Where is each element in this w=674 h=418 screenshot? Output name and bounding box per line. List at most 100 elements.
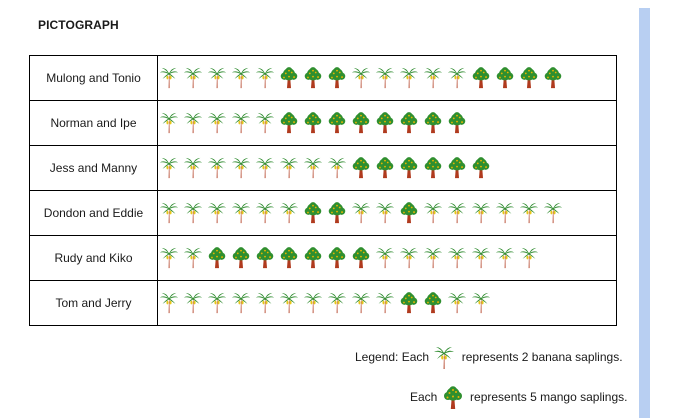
banana-tree-icon (182, 292, 204, 314)
banana-tree-icon (494, 247, 516, 269)
banana-tree-icon (206, 202, 228, 224)
banana-tree-icon (182, 67, 204, 89)
banana-tree-icon (158, 112, 180, 134)
table-row: Jess and Manny (29, 145, 617, 191)
banana-tree-icon (158, 67, 180, 89)
banana-tree-icon (158, 202, 180, 224)
banana-tree-icon (278, 157, 300, 179)
table-row: Dondon and Eddie (29, 190, 617, 236)
banana-tree-icon (230, 202, 252, 224)
mango-tree-icon (254, 247, 276, 269)
mango-tree-icon (446, 157, 468, 179)
row-label: Jess and Manny (29, 145, 158, 191)
banana-tree-icon (230, 67, 252, 89)
table-row: Mulong and Tonio (29, 55, 617, 101)
banana-tree-icon (302, 292, 324, 314)
legend-banana: Legend: Each represents 2 banana sapling… (355, 346, 623, 370)
banana-tree-icon (158, 292, 180, 314)
banana-tree-icon (542, 202, 564, 224)
banana-tree-icon (182, 112, 204, 134)
banana-tree-icon (374, 247, 396, 269)
mango-tree-icon (446, 112, 468, 134)
banana-tree-icon (278, 202, 300, 224)
legend-mango-prefix: Each (410, 390, 438, 405)
mango-tree-icon (518, 67, 540, 89)
banana-tree-icon (206, 67, 228, 89)
scrollbar-track[interactable] (639, 8, 650, 418)
mango-tree-icon (374, 112, 396, 134)
legend-banana-prefix: Legend: Each (355, 350, 430, 365)
banana-tree-icon (446, 292, 468, 314)
banana-tree-icon (422, 202, 444, 224)
mango-tree-icon (326, 202, 348, 224)
banana-tree-icon (446, 247, 468, 269)
banana-tree-icon (206, 112, 228, 134)
banana-tree-icon (432, 346, 456, 370)
banana-tree-icon (350, 202, 372, 224)
row-icons (157, 100, 617, 146)
mango-tree-icon (441, 386, 465, 410)
mango-tree-icon (494, 67, 516, 89)
banana-tree-icon (374, 202, 396, 224)
banana-tree-icon (446, 67, 468, 89)
mango-tree-icon (470, 67, 492, 89)
row-label: Tom and Jerry (29, 280, 158, 326)
banana-tree-icon (254, 67, 276, 89)
row-icons (157, 280, 617, 326)
banana-tree-icon (158, 157, 180, 179)
legend-mango-text: represents 5 mango saplings. (470, 390, 628, 405)
banana-tree-icon (230, 292, 252, 314)
mango-tree-icon (350, 247, 372, 269)
banana-tree-icon (446, 202, 468, 224)
banana-tree-icon (230, 112, 252, 134)
mango-tree-icon (374, 157, 396, 179)
mango-tree-icon (278, 112, 300, 134)
mango-tree-icon (302, 247, 324, 269)
legend-banana-text: represents 2 banana saplings. (461, 350, 623, 365)
banana-tree-icon (374, 67, 396, 89)
banana-tree-icon (254, 202, 276, 224)
banana-tree-icon (350, 292, 372, 314)
mango-tree-icon (470, 157, 492, 179)
pictograph-table: Mulong and Tonio Norman and Ipe Jess and M… (29, 55, 617, 326)
mango-tree-icon (398, 112, 420, 134)
banana-tree-icon (254, 157, 276, 179)
mango-tree-icon (350, 112, 372, 134)
table-row: Tom and Jerry (29, 280, 617, 326)
mango-tree-icon (326, 112, 348, 134)
banana-tree-icon (206, 292, 228, 314)
banana-tree-icon (206, 157, 228, 179)
banana-tree-icon (326, 292, 348, 314)
row-icons (157, 55, 617, 101)
banana-tree-icon (494, 202, 516, 224)
mango-tree-icon (398, 202, 420, 224)
row-icons (157, 235, 617, 281)
banana-tree-icon (518, 202, 540, 224)
banana-tree-icon (182, 247, 204, 269)
banana-tree-icon (302, 157, 324, 179)
banana-tree-icon (398, 247, 420, 269)
mango-tree-icon (422, 292, 444, 314)
mango-tree-icon (302, 112, 324, 134)
row-icons (157, 145, 617, 191)
row-label: Norman and Ipe (29, 100, 158, 146)
table-row: Rudy and Kiko (29, 235, 617, 281)
mango-tree-icon (542, 67, 564, 89)
mango-tree-icon (278, 247, 300, 269)
mango-tree-icon (350, 157, 372, 179)
mango-tree-icon (326, 67, 348, 89)
legend-mango: Each represents 5 mango saplings. (410, 386, 627, 410)
mango-tree-icon (422, 112, 444, 134)
row-icons (157, 190, 617, 236)
page-title: PICTOGRAPH (38, 18, 119, 32)
table-row: Norman and Ipe (29, 100, 617, 146)
row-label: Rudy and Kiko (29, 235, 158, 281)
banana-tree-icon (182, 157, 204, 179)
banana-tree-icon (518, 247, 540, 269)
banana-tree-icon (470, 247, 492, 269)
mango-tree-icon (230, 247, 252, 269)
mango-tree-icon (398, 292, 420, 314)
mango-tree-icon (422, 157, 444, 179)
banana-tree-icon (350, 67, 372, 89)
row-label: Mulong and Tonio (29, 55, 158, 101)
